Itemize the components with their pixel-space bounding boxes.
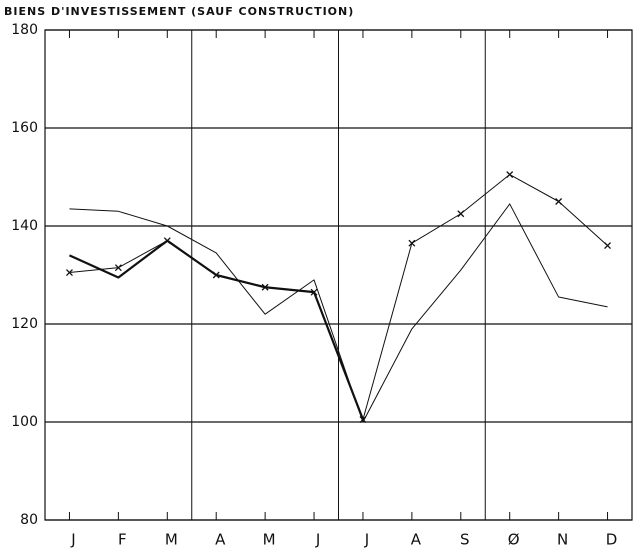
point-marker bbox=[506, 171, 514, 179]
point-marker bbox=[604, 242, 612, 250]
x-tick-label: J bbox=[315, 531, 320, 549]
y-tick-label: 160 bbox=[11, 120, 38, 136]
point-marker bbox=[457, 210, 465, 218]
series-line bbox=[69, 203, 608, 423]
y-tick-label: 80 bbox=[20, 512, 38, 528]
x-tick-label: A bbox=[411, 531, 422, 549]
x-tick-label: A bbox=[215, 531, 226, 549]
y-tick-label: 140 bbox=[11, 218, 38, 234]
point-marker bbox=[359, 416, 367, 424]
point-marker bbox=[261, 283, 269, 291]
series-line bbox=[69, 174, 608, 421]
x-tick-label: M bbox=[263, 531, 276, 549]
x-tick-label: S bbox=[460, 531, 470, 549]
point-marker bbox=[310, 288, 318, 296]
point-marker bbox=[65, 269, 73, 277]
point-marker bbox=[555, 198, 563, 205]
chart-title: BIENS D'INVESTISSEMENT (SAUF CONSTRUCTIO… bbox=[4, 5, 354, 18]
x-tick-label: M bbox=[165, 531, 178, 549]
series-line bbox=[69, 239, 364, 420]
x-tick-label: Ø bbox=[508, 531, 520, 549]
y-tick-label: 120 bbox=[11, 316, 38, 332]
x-tick-label: N bbox=[557, 531, 568, 549]
point-marker bbox=[408, 239, 416, 247]
x-tick-label: J bbox=[70, 531, 75, 549]
y-tick-label: 180 bbox=[11, 22, 38, 38]
x-tick-label: J bbox=[364, 531, 369, 549]
point-marker bbox=[114, 264, 122, 272]
x-tick-label: D bbox=[606, 531, 618, 549]
point-marker bbox=[212, 271, 220, 279]
point-marker bbox=[163, 237, 171, 245]
x-tick-label: F bbox=[118, 531, 127, 549]
y-tick-label: 100 bbox=[11, 414, 38, 430]
